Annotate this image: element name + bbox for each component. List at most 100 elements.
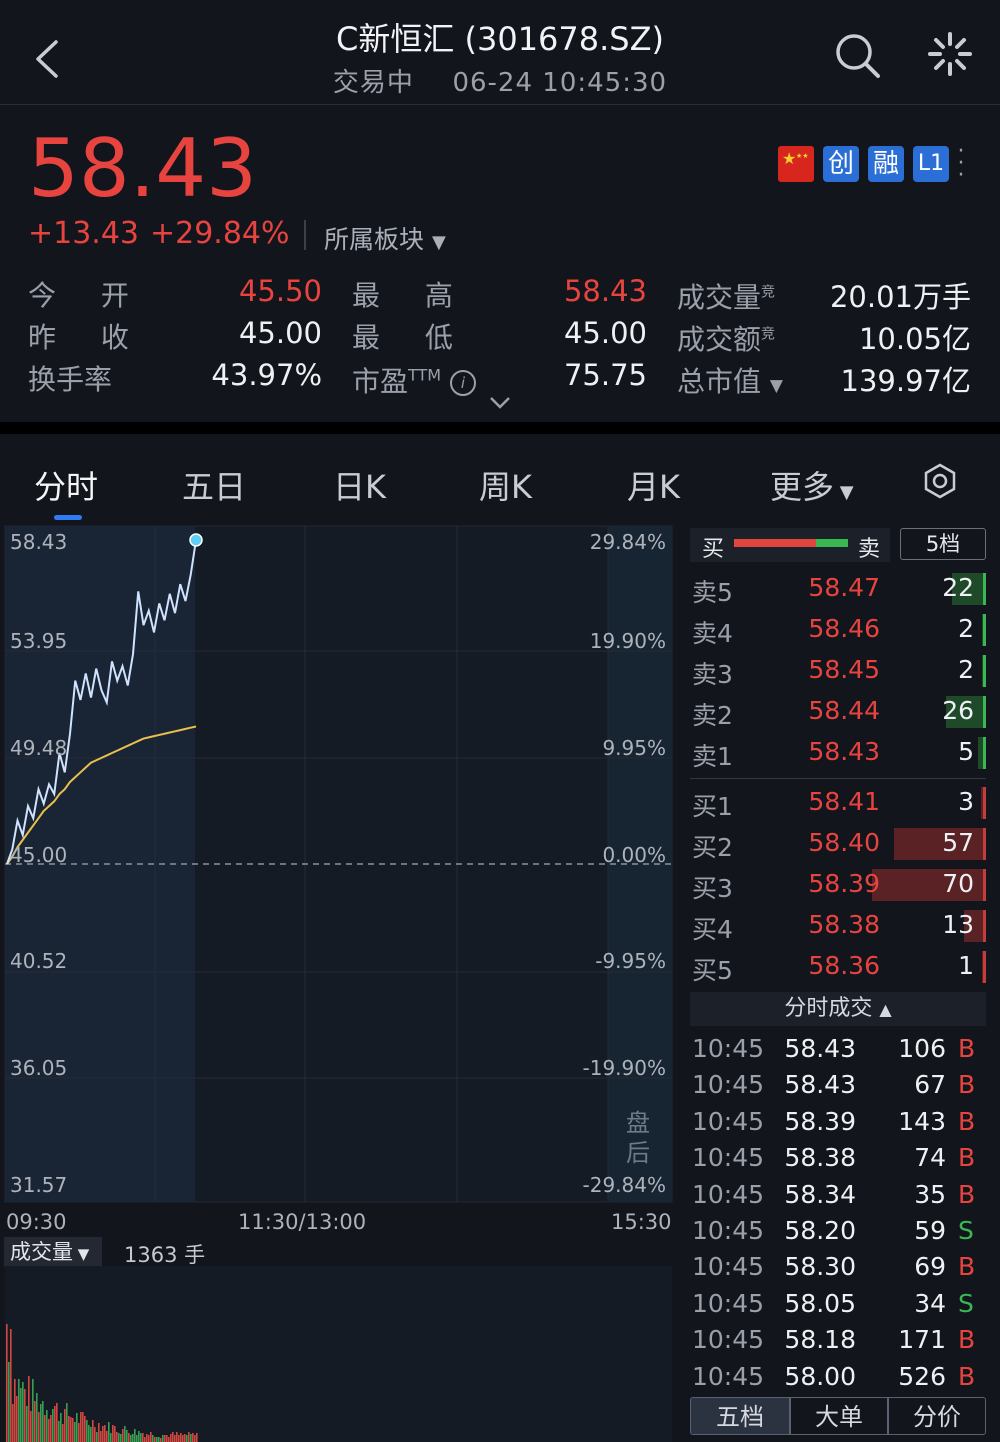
tick-time: 10:45 — [692, 1143, 765, 1173]
volume-bar — [34, 1401, 36, 1442]
tick-row: 10:45 58.38 74 B — [690, 1143, 986, 1177]
bid-level[interactable]: 买3 58.39 70 — [690, 867, 986, 903]
tick-volume: 106 — [898, 1034, 946, 1063]
volume-bar — [118, 1433, 120, 1442]
volume-indicator-dropdown[interactable]: 成交量 ▼ — [4, 1237, 102, 1267]
volume-bar — [146, 1434, 148, 1442]
volume-bar — [62, 1424, 64, 1442]
badge-chuang[interactable]: 创 — [823, 146, 859, 182]
tab-daily-k[interactable]: 日K — [333, 468, 386, 506]
level-label: 卖5 — [692, 578, 733, 607]
tab-monthly-k[interactable]: 月K — [627, 468, 680, 506]
volume-bar — [10, 1329, 12, 1442]
ticks-header[interactable]: 分时成交 ▲ — [690, 992, 986, 1026]
ask-level[interactable]: 卖1 58.43 5 — [690, 735, 986, 771]
level-volume: 22 — [942, 573, 974, 602]
level-price: 58.47 — [808, 573, 880, 602]
level-volume: 1 — [958, 951, 974, 980]
bid-level[interactable]: 买1 58.41 3 — [690, 785, 986, 821]
axis-right-6: -29.84% — [582, 1173, 666, 1197]
volume-bar — [40, 1404, 42, 1442]
bid-level[interactable]: 买4 58.38 13 — [690, 908, 986, 944]
tick-row: 10:45 58.34 35 B — [690, 1180, 986, 1214]
level-price: 58.38 — [808, 910, 880, 939]
volume-bar — [180, 1433, 182, 1442]
sector-dropdown[interactable]: 所属板块 ▼ — [324, 220, 446, 256]
price-change: +13.43 — [28, 216, 140, 251]
volume-bar — [100, 1431, 102, 1442]
tab-more[interactable]: 更多 ▼ — [770, 462, 854, 508]
ttm-mark: TTM — [408, 365, 442, 385]
axis-right-3: 0.00% — [602, 843, 666, 867]
tick-row: 10:45 58.43 106 B — [690, 1034, 986, 1068]
segment-large-orders[interactable]: 大单 — [790, 1397, 888, 1435]
axis-right-5: -19.90% — [582, 1056, 666, 1080]
axis-left-4: 40.52 — [10, 949, 68, 973]
volume-bar — [64, 1409, 66, 1442]
tick-price: 58.00 — [784, 1361, 856, 1391]
volume-bar — [134, 1429, 136, 1442]
level-bar-edge — [983, 573, 986, 605]
volume-bar — [44, 1415, 46, 1442]
buy-ratio-fill — [734, 539, 816, 547]
tick-time: 10:45 — [692, 1034, 765, 1063]
ask-level[interactable]: 卖3 58.45 2 — [690, 653, 986, 689]
axis-left-0: 58.43 — [10, 530, 68, 554]
ask-level[interactable]: 卖5 58.47 22 — [690, 571, 986, 607]
levels-toggle-button[interactable]: 5档 — [900, 528, 986, 560]
tick-row: 10:45 58.05 34 S — [690, 1289, 986, 1323]
tab-weekly-k[interactable]: 周K — [479, 468, 532, 506]
volume-bar — [54, 1406, 56, 1442]
axis-right-1: 19.90% — [589, 629, 666, 653]
chart-settings-button[interactable] — [922, 463, 958, 499]
volume-bar — [166, 1435, 168, 1442]
volume-bar — [66, 1403, 68, 1442]
volume-bar — [36, 1393, 38, 1442]
search-button[interactable] — [832, 30, 882, 80]
volume-bar — [56, 1403, 58, 1442]
expand-quote-button[interactable] — [488, 394, 512, 412]
intraday-chart[interactable] — [0, 524, 680, 1224]
loading-button[interactable] — [926, 30, 974, 78]
quote-grid: 今 开 45.50 最 高 58.43 成交量竞 20.01万手 昨 收 45.… — [0, 272, 1000, 402]
tick-side: B — [958, 1252, 976, 1282]
tick-price: 58.43 — [784, 1034, 856, 1063]
volume-bar — [182, 1435, 184, 1442]
volume-bar — [164, 1435, 166, 1442]
status-line: 交易中 06-24 10:45:30 — [0, 62, 1000, 99]
tick-price: 58.39 — [784, 1106, 856, 1136]
ask-level[interactable]: 卖4 58.46 2 — [690, 612, 986, 648]
level-volume: 5 — [958, 737, 974, 766]
level-bar-edge — [983, 910, 986, 942]
back-icon — [36, 40, 58, 78]
volume-bar — [24, 1389, 26, 1442]
ask-level[interactable]: 卖2 58.44 26 — [690, 694, 986, 730]
segment-five-level[interactable]: 五档 — [690, 1397, 790, 1435]
segment-by-price[interactable]: 分价 — [888, 1397, 986, 1435]
volume-bar — [46, 1410, 48, 1442]
volume-bar — [142, 1433, 144, 1442]
info-icon[interactable]: i — [450, 370, 476, 396]
back-button[interactable] — [28, 36, 68, 82]
tab-five-day[interactable]: 五日 — [182, 468, 247, 506]
more-badges-icon[interactable]: · · · — [957, 139, 965, 188]
ticks-title: 分时成交 — [784, 996, 873, 1021]
bid-level[interactable]: 买2 58.40 57 — [690, 826, 986, 862]
badge-l1[interactable]: L1 — [913, 146, 949, 182]
volume-bar — [104, 1425, 106, 1442]
level-bar-edge — [983, 787, 986, 819]
level-volume-bar — [946, 696, 986, 728]
tab-intraday[interactable]: 分时 — [34, 468, 99, 506]
tick-volume: 59 — [914, 1216, 946, 1245]
tick-time: 10:45 — [692, 1106, 765, 1136]
datetime: 06-24 10:45:30 — [452, 68, 668, 98]
badge-rong[interactable]: 融 — [868, 146, 904, 182]
settings-icon — [924, 463, 956, 499]
bid-level[interactable]: 买5 58.36 1 — [690, 949, 986, 985]
market-cap-dropdown[interactable]: 总市值 ▼ — [677, 360, 783, 400]
price-line — [6, 539, 197, 865]
level-bar-edge — [983, 869, 986, 901]
volume-bar — [98, 1423, 100, 1442]
svg-text:★★: ★★ — [796, 152, 809, 160]
volume-bar — [150, 1432, 152, 1442]
